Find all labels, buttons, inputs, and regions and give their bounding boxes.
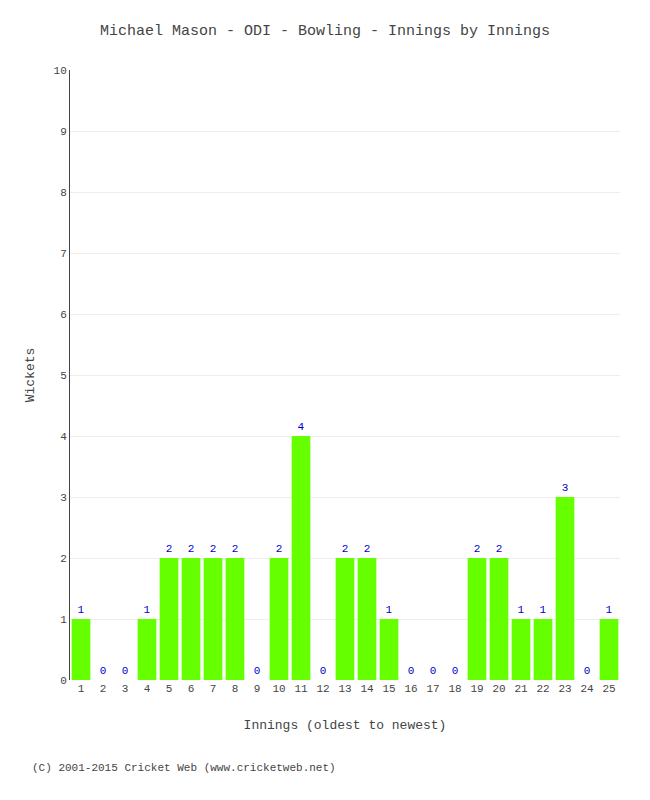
svg-text:6: 6	[60, 309, 67, 321]
svg-text:1: 1	[606, 604, 613, 616]
svg-text:15: 15	[382, 683, 395, 695]
svg-text:6: 6	[188, 683, 195, 695]
svg-text:8: 8	[60, 187, 67, 199]
svg-text:25: 25	[602, 683, 615, 695]
svg-text:0: 0	[430, 665, 437, 677]
svg-text:11: 11	[294, 683, 308, 695]
svg-text:2: 2	[100, 683, 107, 695]
svg-text:0: 0	[320, 665, 327, 677]
svg-text:2: 2	[496, 543, 503, 555]
svg-text:2: 2	[210, 543, 217, 555]
svg-text:22: 22	[536, 683, 549, 695]
svg-text:2: 2	[474, 543, 481, 555]
svg-text:4: 4	[60, 431, 67, 443]
svg-text:Wickets: Wickets	[23, 348, 38, 403]
svg-text:1: 1	[60, 614, 67, 626]
svg-text:19: 19	[470, 683, 483, 695]
svg-text:21: 21	[514, 683, 528, 695]
svg-text:0: 0	[452, 665, 459, 677]
svg-text:4: 4	[298, 421, 305, 433]
svg-text:8: 8	[232, 683, 239, 695]
svg-text:10: 10	[272, 683, 285, 695]
svg-text:16: 16	[404, 683, 417, 695]
svg-text:(C) 2001-2015 Cricket Web (www: (C) 2001-2015 Cricket Web (www.cricketwe…	[32, 762, 336, 774]
svg-text:0: 0	[60, 675, 67, 687]
svg-text:3: 3	[562, 482, 569, 494]
svg-text:1: 1	[386, 604, 393, 616]
svg-text:17: 17	[426, 683, 439, 695]
svg-text:3: 3	[60, 492, 67, 504]
svg-text:24: 24	[580, 683, 594, 695]
svg-text:3: 3	[122, 683, 129, 695]
svg-text:2: 2	[60, 553, 67, 565]
svg-text:10: 10	[54, 65, 67, 77]
svg-text:1: 1	[78, 683, 85, 695]
svg-text:0: 0	[408, 665, 415, 677]
svg-text:4: 4	[144, 683, 151, 695]
svg-text:5: 5	[60, 370, 67, 382]
svg-text:1: 1	[78, 604, 85, 616]
svg-text:14: 14	[360, 683, 374, 695]
svg-text:2: 2	[342, 543, 349, 555]
svg-text:9: 9	[60, 126, 67, 138]
svg-text:Innings (oldest to newest): Innings (oldest to newest)	[244, 718, 447, 733]
svg-text:18: 18	[448, 683, 461, 695]
svg-text:20: 20	[492, 683, 505, 695]
svg-text:2: 2	[364, 543, 371, 555]
svg-text:13: 13	[338, 683, 351, 695]
svg-text:0: 0	[584, 665, 591, 677]
svg-text:2: 2	[166, 543, 173, 555]
svg-text:7: 7	[60, 248, 67, 260]
svg-text:5: 5	[166, 683, 173, 695]
svg-text:23: 23	[558, 683, 571, 695]
svg-text:0: 0	[254, 665, 261, 677]
svg-text:1: 1	[144, 604, 151, 616]
svg-text:9: 9	[254, 683, 261, 695]
svg-text:Michael Mason - ODI - Bowling: Michael Mason - ODI - Bowling - Innings …	[100, 23, 550, 40]
svg-text:0: 0	[122, 665, 129, 677]
svg-text:1: 1	[518, 604, 525, 616]
svg-text:7: 7	[210, 683, 217, 695]
svg-text:2: 2	[276, 543, 283, 555]
svg-text:1: 1	[540, 604, 547, 616]
svg-text:2: 2	[232, 543, 239, 555]
svg-text:0: 0	[100, 665, 107, 677]
svg-text:2: 2	[188, 543, 195, 555]
svg-text:12: 12	[316, 683, 329, 695]
